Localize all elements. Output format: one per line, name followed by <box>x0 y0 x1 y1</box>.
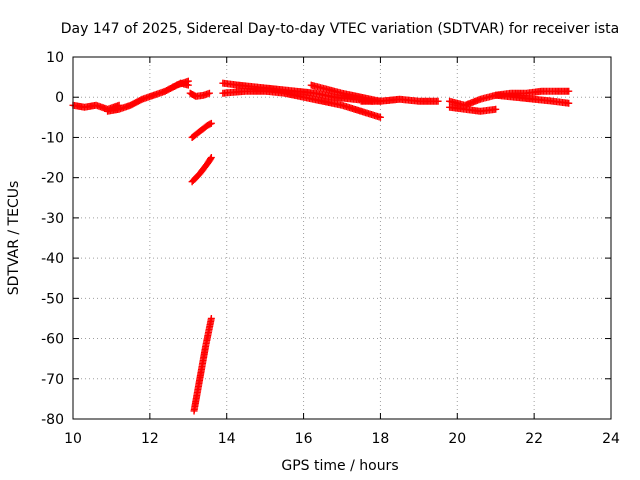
y-tick-label: -70 <box>41 372 64 388</box>
data-point <box>492 105 500 113</box>
plot-frame <box>72 56 612 420</box>
y-tick-label: 10 <box>46 50 64 66</box>
y-tick-label: -20 <box>41 171 64 187</box>
x-axis-label: GPS time / hours <box>281 458 398 474</box>
data-point <box>207 154 215 162</box>
data-point <box>207 155 215 163</box>
x-tick-label: 12 <box>141 431 159 447</box>
y-tick-label: -30 <box>41 211 64 227</box>
x-tick-label: 24 <box>602 431 620 447</box>
series-track-c <box>169 79 192 91</box>
y-tick-label: -50 <box>41 291 64 307</box>
series-track-d <box>186 89 213 100</box>
data-points <box>69 77 573 415</box>
grid-lines <box>73 57 611 419</box>
y-tick-label: -60 <box>41 332 64 348</box>
data-point <box>565 87 573 95</box>
y-tick-label: -10 <box>41 130 64 146</box>
axis-ticks: 10 12 14 16 18 20 22 24 10 0 -10 -20 -30 -40 -50 -60 -70… <box>41 50 620 447</box>
series-track-n <box>492 91 573 107</box>
x-tick-label: 18 <box>372 431 390 447</box>
data-point <box>434 97 442 105</box>
series-track-k <box>357 95 442 105</box>
series-track-g <box>190 314 215 415</box>
series-track-e <box>188 119 215 141</box>
x-tick-label: 10 <box>64 431 82 447</box>
data-point <box>207 119 215 127</box>
y-tick-label: 0 <box>55 90 64 106</box>
y-axis-label: SDTVAR / TECUs <box>6 181 22 296</box>
series-track-f <box>188 154 215 186</box>
data-point <box>565 99 573 107</box>
x-tick-label: 22 <box>525 431 543 447</box>
data-point <box>205 89 213 97</box>
series-track-i <box>219 87 384 121</box>
y-tick-label: -40 <box>41 251 64 267</box>
data-point <box>207 314 215 322</box>
chart-title: Day 147 of 2025, Sidereal Day-to-day VTE… <box>61 21 619 37</box>
data-point <box>376 113 384 121</box>
data-point <box>184 81 192 89</box>
x-tick-label: 14 <box>218 431 236 447</box>
y-tick-label: -80 <box>41 412 64 428</box>
x-tick-label: 16 <box>295 431 313 447</box>
x-tick-label: 20 <box>448 431 466 447</box>
series-track-m <box>446 103 500 115</box>
